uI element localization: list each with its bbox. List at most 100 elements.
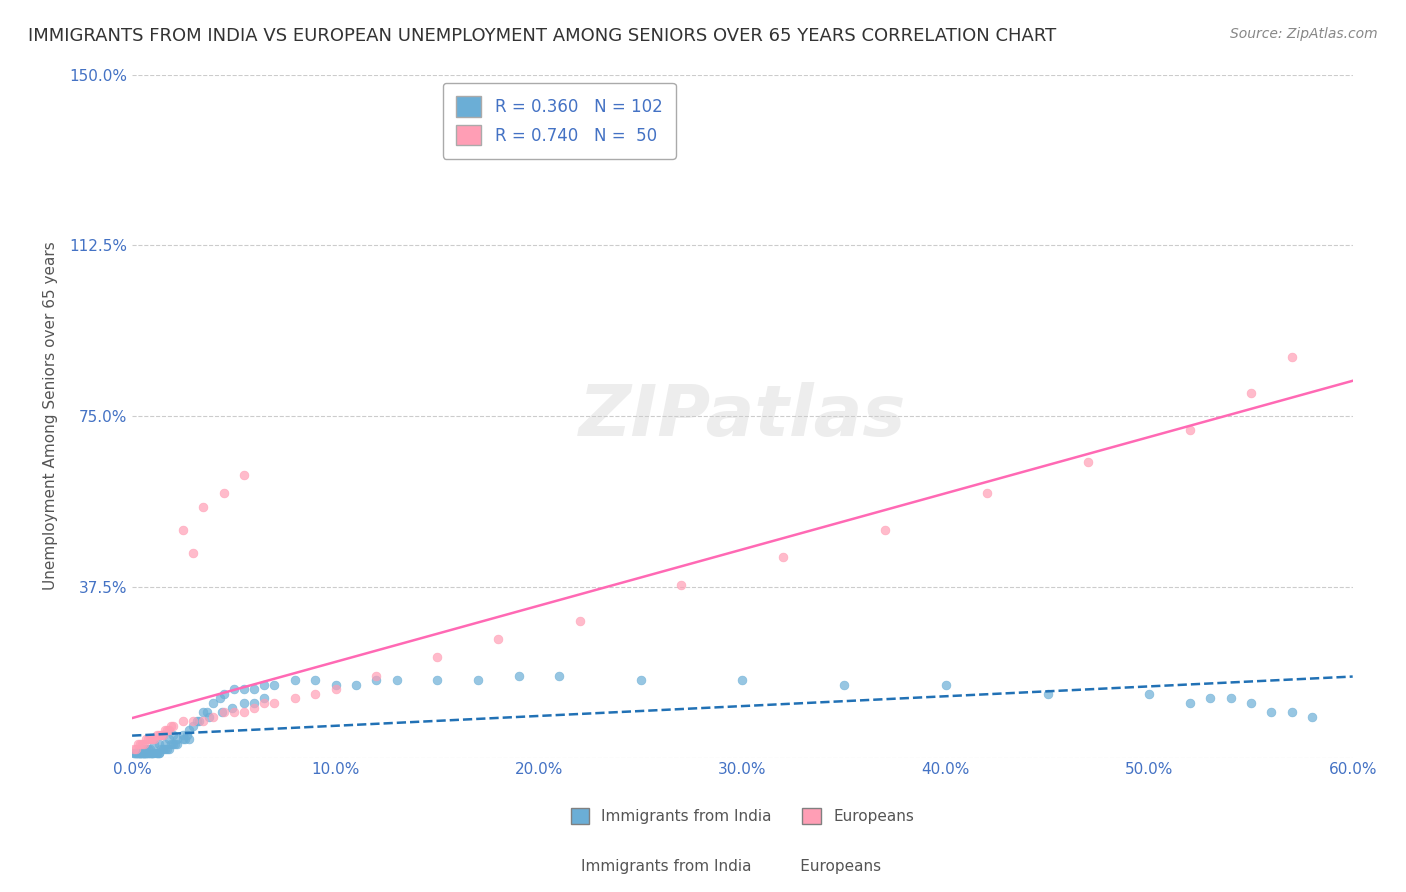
Point xyxy=(131,737,153,751)
Point xyxy=(148,746,170,760)
Point xyxy=(149,741,172,756)
Point xyxy=(153,723,176,738)
Point xyxy=(212,486,235,500)
Point xyxy=(1240,386,1263,401)
Point xyxy=(195,705,218,719)
Text: ZIPatlas: ZIPatlas xyxy=(579,382,905,450)
Point xyxy=(548,668,571,682)
Point xyxy=(284,691,307,706)
Point xyxy=(172,732,194,747)
Point xyxy=(873,523,896,537)
Point xyxy=(202,709,225,723)
Point xyxy=(284,673,307,688)
Point xyxy=(139,746,162,760)
Point xyxy=(153,737,176,751)
Point xyxy=(1178,423,1201,437)
Point xyxy=(138,741,160,756)
Point xyxy=(135,732,157,747)
Point xyxy=(141,746,163,760)
Point xyxy=(188,714,211,729)
Point xyxy=(135,746,157,760)
Point xyxy=(159,737,181,751)
Point xyxy=(152,741,174,756)
Point xyxy=(253,678,276,692)
Point xyxy=(1077,454,1099,468)
Point xyxy=(325,678,347,692)
Point xyxy=(127,737,149,751)
Point xyxy=(172,523,194,537)
Text: Immigrants from India          Europeans: Immigrants from India Europeans xyxy=(581,859,882,874)
Point xyxy=(156,723,179,738)
Point xyxy=(148,746,170,760)
Point xyxy=(131,746,153,760)
Point xyxy=(976,486,998,500)
Point xyxy=(1219,691,1241,706)
Point xyxy=(366,668,388,682)
Point xyxy=(193,714,215,729)
Point xyxy=(211,705,233,719)
Point xyxy=(138,746,160,760)
Point xyxy=(157,741,180,756)
Point xyxy=(253,691,276,706)
Point xyxy=(243,696,266,710)
Point xyxy=(134,746,156,760)
Point xyxy=(129,737,152,751)
Point xyxy=(486,632,509,647)
Point xyxy=(772,550,794,565)
Point xyxy=(122,741,145,756)
Point xyxy=(162,737,184,751)
Point xyxy=(176,728,198,742)
Point xyxy=(568,614,591,628)
Point xyxy=(138,732,160,747)
Point xyxy=(344,678,367,692)
Point xyxy=(243,700,266,714)
Point xyxy=(467,673,489,688)
Point xyxy=(186,714,208,729)
Point xyxy=(134,737,156,751)
Point xyxy=(141,746,163,760)
Point xyxy=(162,728,184,742)
Point xyxy=(172,714,194,729)
Point xyxy=(134,746,156,760)
Point xyxy=(159,719,181,733)
Point xyxy=(222,705,245,719)
Point xyxy=(152,728,174,742)
Point xyxy=(157,723,180,738)
Point xyxy=(304,673,326,688)
Point xyxy=(127,746,149,760)
Point xyxy=(134,746,156,760)
Point xyxy=(1137,687,1160,701)
Point xyxy=(125,741,148,756)
Point xyxy=(832,678,855,692)
Point xyxy=(1240,696,1263,710)
Point xyxy=(221,700,243,714)
Point xyxy=(508,668,530,682)
Point xyxy=(233,468,256,483)
Point xyxy=(152,728,174,742)
Point xyxy=(208,691,231,706)
Text: IMMIGRANTS FROM INDIA VS EUROPEAN UNEMPLOYMENT AMONG SENIORS OVER 65 YEARS CORRE: IMMIGRANTS FROM INDIA VS EUROPEAN UNEMPL… xyxy=(28,27,1056,45)
Point xyxy=(181,719,204,733)
Point xyxy=(172,728,194,742)
Point xyxy=(166,732,188,747)
Point xyxy=(181,714,204,729)
Point xyxy=(163,737,186,751)
Point xyxy=(193,500,215,515)
Point xyxy=(1281,705,1303,719)
Point xyxy=(145,746,167,760)
Point xyxy=(134,746,156,760)
Point xyxy=(153,741,176,756)
Point xyxy=(143,732,166,747)
Point xyxy=(243,682,266,697)
Point xyxy=(125,746,148,760)
Point xyxy=(125,746,148,760)
Point xyxy=(212,705,235,719)
Point xyxy=(1301,709,1323,723)
Point xyxy=(156,741,179,756)
Point xyxy=(426,673,449,688)
Point xyxy=(385,673,408,688)
Point xyxy=(135,741,157,756)
Point xyxy=(198,709,221,723)
Point xyxy=(233,705,256,719)
Point xyxy=(157,732,180,747)
